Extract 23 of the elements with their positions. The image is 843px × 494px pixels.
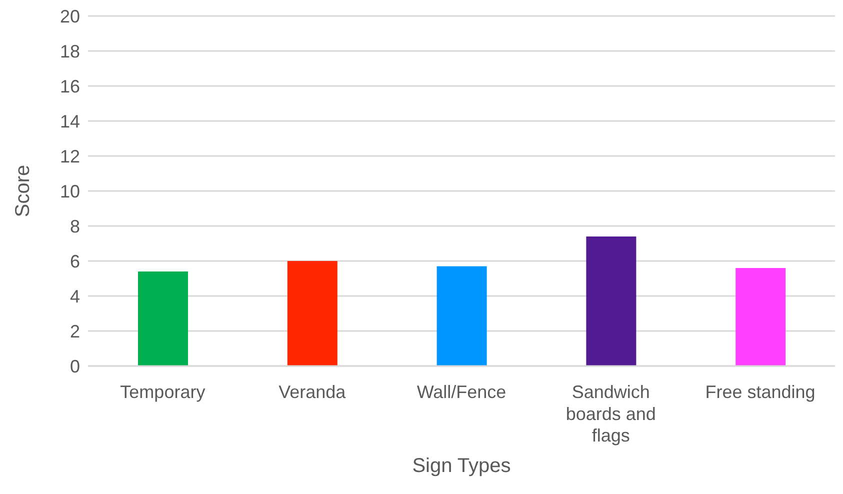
y-tick-label: 8 (70, 216, 80, 236)
y-tick-label: 12 (60, 146, 80, 166)
y-tick-label: 0 (70, 356, 80, 376)
y-tick-label: 6 (70, 251, 80, 272)
bar (287, 261, 338, 366)
x-tick-label: Free standing (705, 382, 816, 402)
y-tick-label: 4 (70, 286, 80, 306)
x-tick-label: Veranda (278, 382, 347, 402)
y-tick-label: 16 (60, 76, 80, 96)
y-tick-label: 14 (60, 111, 80, 132)
y-tick-label: 10 (60, 181, 80, 202)
bar (436, 266, 487, 366)
y-tick-label: 20 (60, 6, 80, 26)
y-tick-label: 18 (60, 41, 80, 62)
y-tick-label: 2 (70, 321, 80, 342)
x-axis-title: Sign Types (412, 455, 511, 477)
bar (586, 236, 636, 366)
x-tick-label: Wall/Fence (416, 382, 506, 402)
x-tick-label: Sandwich boards and flags (566, 382, 656, 446)
bar (736, 268, 786, 366)
bar (138, 272, 188, 366)
x-tick-label: Temporary (120, 382, 206, 402)
y-axis-title: Score (12, 164, 34, 218)
